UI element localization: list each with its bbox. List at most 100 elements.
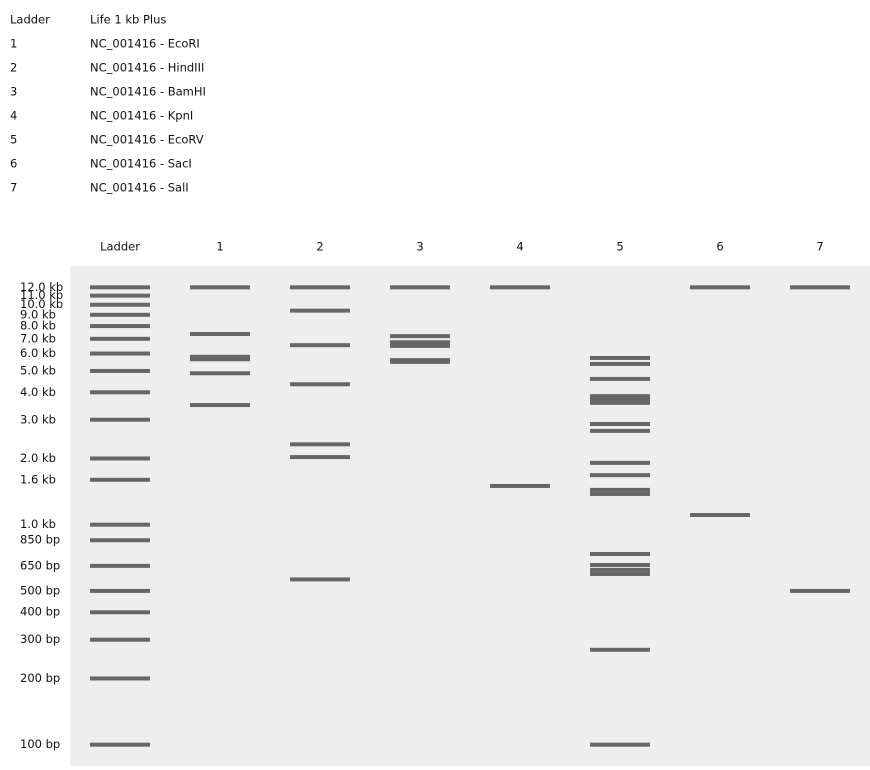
lane-header: 1: [216, 240, 223, 254]
band: [690, 285, 750, 290]
band: [590, 551, 650, 556]
lane-header: 2: [316, 240, 323, 254]
legend-desc: NC_001416 - HindIII: [90, 61, 204, 75]
band: [590, 647, 650, 652]
band: [90, 324, 150, 329]
band: [90, 588, 150, 593]
band: [590, 355, 650, 360]
band: [190, 403, 250, 408]
band: [590, 571, 650, 576]
band: [90, 456, 150, 461]
band: [90, 417, 150, 422]
ladder-label: 300 bp: [20, 632, 60, 646]
band: [190, 357, 250, 362]
legend-desc: NC_001416 - EcoRI: [90, 37, 200, 51]
legend-desc: NC_001416 - BamHI: [90, 85, 206, 99]
band: [90, 538, 150, 543]
band: [290, 577, 350, 582]
ladder-label: 650 bp: [20, 558, 60, 572]
band: [90, 312, 150, 317]
ladder-label: 100 bp: [20, 737, 60, 751]
band: [90, 336, 150, 341]
legend-lane: 4: [10, 109, 17, 123]
band: [390, 340, 450, 345]
band: [290, 285, 350, 290]
band: [90, 477, 150, 482]
legend-lane: 5: [10, 133, 17, 147]
band: [290, 442, 350, 447]
band: [590, 376, 650, 381]
band: [690, 512, 750, 517]
lane-header: 7: [816, 240, 823, 254]
band: [390, 334, 450, 339]
ladder-label: 2.0 kb: [20, 451, 56, 465]
ladder-label: 4.0 kb: [20, 385, 56, 399]
lane-header: 5: [616, 240, 623, 254]
band: [490, 483, 550, 488]
band: [590, 487, 650, 492]
band: [590, 361, 650, 366]
legend-lane: Ladder: [10, 13, 50, 27]
legend-lane: 2: [10, 61, 17, 75]
band: [90, 637, 150, 642]
ladder-label: 11.0 kb: [20, 288, 63, 302]
band: [190, 371, 250, 376]
band: [390, 343, 450, 348]
ladder-label: 10.0 kb: [20, 297, 63, 311]
band: [790, 285, 850, 290]
legend-lane: 3: [10, 85, 17, 99]
ladder-label: 3.0 kb: [20, 412, 56, 426]
band: [90, 285, 150, 290]
ladder-label: 200 bp: [20, 671, 60, 685]
band: [790, 588, 850, 593]
band: [90, 610, 150, 615]
band: [590, 491, 650, 496]
band: [90, 390, 150, 395]
band: [390, 285, 450, 290]
ladder-label: 7.0 kb: [20, 331, 56, 345]
band: [590, 562, 650, 567]
lane-header: 4: [516, 240, 523, 254]
band: [90, 742, 150, 747]
band: [590, 397, 650, 402]
ladder-label: 5.0 kb: [20, 363, 56, 377]
band: [90, 368, 150, 373]
legend-desc: NC_001416 - SacI: [90, 157, 192, 171]
band: [290, 455, 350, 460]
band: [590, 428, 650, 433]
lane-header: Ladder: [100, 240, 140, 254]
band: [290, 382, 350, 387]
legend-desc: NC_001416 - EcoRV: [90, 133, 204, 147]
band: [590, 567, 650, 572]
band: [490, 285, 550, 290]
band: [190, 285, 250, 290]
legend-desc: NC_001416 - SalI: [90, 181, 189, 195]
band: [590, 394, 650, 399]
band: [90, 522, 150, 527]
band: [190, 332, 250, 337]
lane-header: 6: [716, 240, 723, 254]
band: [290, 308, 350, 313]
legend-lane: 7: [10, 181, 17, 195]
band: [590, 421, 650, 426]
legend-lane: 6: [10, 157, 17, 171]
band: [90, 293, 150, 298]
ladder-label: 1.6 kb: [20, 472, 56, 486]
band: [590, 473, 650, 478]
band: [90, 302, 150, 307]
ladder-label: 12.0 kb: [20, 280, 63, 294]
band: [590, 400, 650, 405]
band: [290, 343, 350, 348]
band: [590, 460, 650, 465]
ladder-label: 500 bp: [20, 583, 60, 597]
band: [590, 742, 650, 747]
legend-lane: 1: [10, 37, 17, 51]
band: [90, 676, 150, 681]
ladder-label: 1.0 kb: [20, 517, 56, 531]
legend-desc: Life 1 kb Plus: [90, 13, 166, 27]
band: [390, 359, 450, 364]
ladder-label: 400 bp: [20, 605, 60, 619]
lane-header: 3: [416, 240, 423, 254]
